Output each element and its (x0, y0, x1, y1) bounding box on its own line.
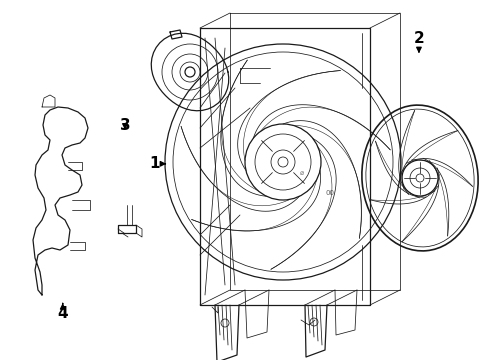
Text: 2: 2 (414, 31, 424, 52)
Text: 1: 1 (149, 156, 165, 171)
Text: 3: 3 (120, 118, 130, 133)
Text: 00: 00 (325, 190, 334, 196)
Text: ⌀: ⌀ (300, 170, 304, 176)
Text: 4: 4 (57, 303, 68, 321)
